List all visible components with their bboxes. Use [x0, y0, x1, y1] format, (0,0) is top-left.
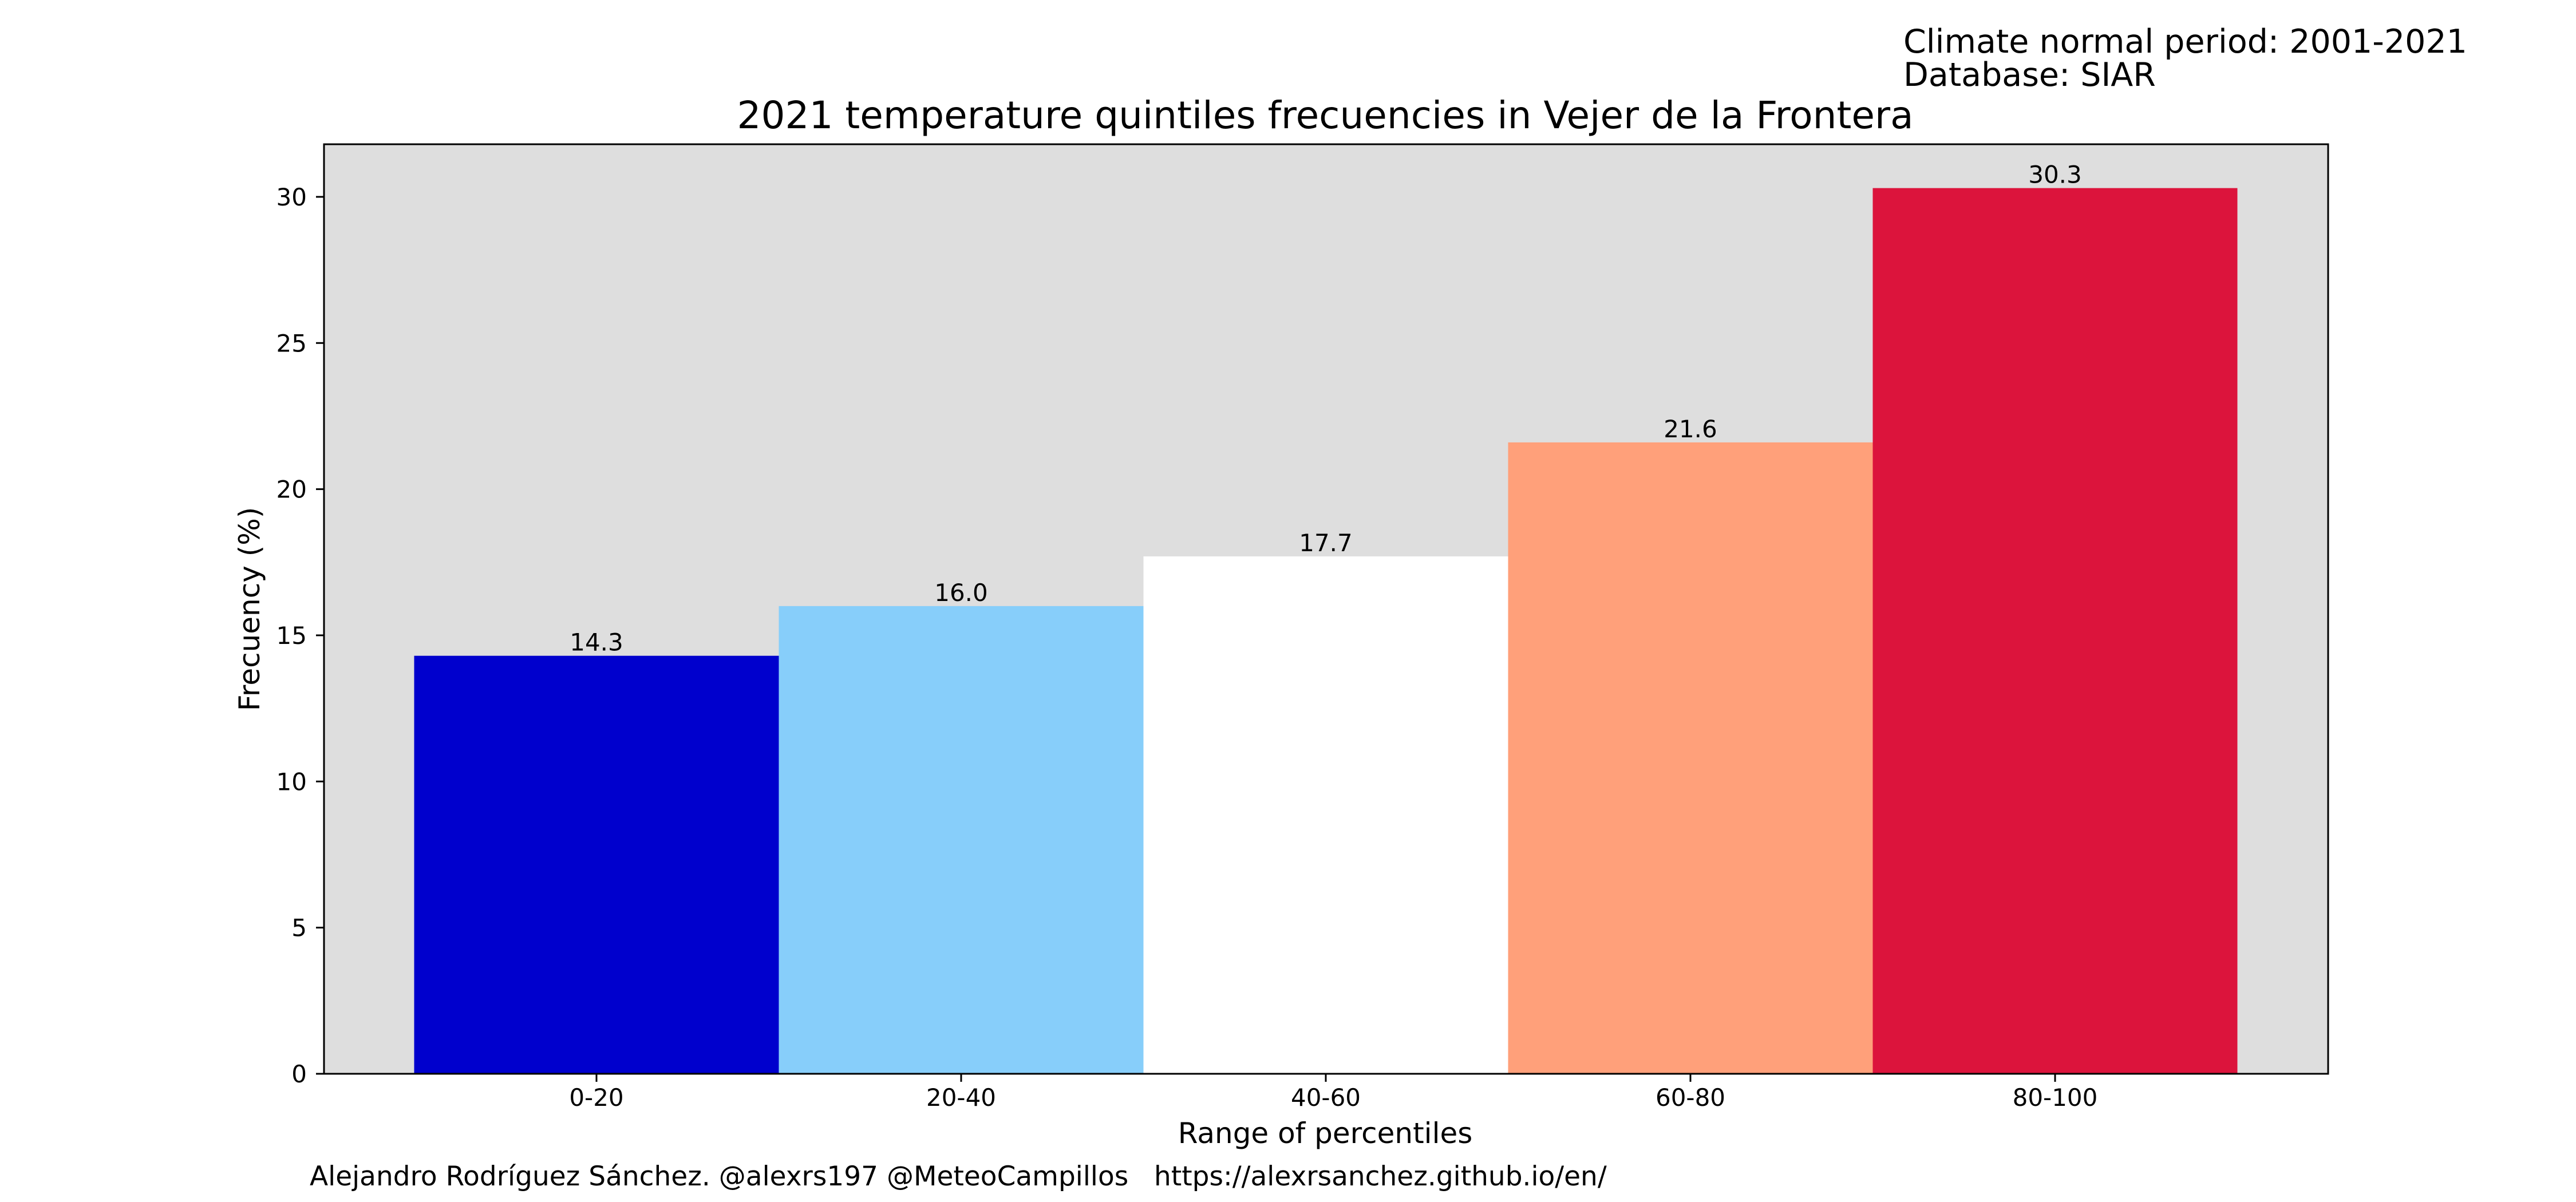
bar-value-label: 21.6	[1664, 415, 1717, 443]
x-axis: 0-20 20-40 40-60 60-80 80-100	[569, 1074, 2097, 1112]
bar-20-40	[779, 606, 1144, 1074]
y-tick-label: 10	[276, 768, 307, 796]
bar-group	[414, 188, 2238, 1074]
x-tick-label: 20-40	[926, 1084, 996, 1112]
y-tick-label: 20	[276, 476, 307, 504]
bar-60-80	[1508, 442, 1873, 1074]
bar-value-label: 16.0	[934, 579, 988, 607]
bar-value-label: 17.7	[1299, 529, 1353, 557]
y-axis: 0 5 10 15 20 25 30	[276, 183, 324, 1088]
climate-period-note: Climate normal period: 2001-2021	[1903, 23, 2467, 61]
x-tick-label: 40-60	[1291, 1084, 1361, 1112]
bar-value-label: 30.3	[2028, 161, 2082, 189]
chart-title: 2021 temperature quintiles frecuencies i…	[737, 93, 1913, 137]
x-axis-label: Range of percentiles	[1178, 1117, 1473, 1150]
y-axis-label: Frecuency (%)	[233, 507, 266, 711]
bar-value-label: 14.3	[570, 628, 623, 657]
x-tick-label: 60-80	[1656, 1084, 1725, 1112]
y-tick-label: 5	[291, 914, 307, 942]
y-tick-label: 15	[276, 622, 307, 650]
bar-80-100	[1872, 188, 2238, 1074]
bar-0-20	[414, 655, 779, 1074]
x-tick-label: 0-20	[569, 1084, 623, 1112]
y-tick-label: 0	[291, 1060, 307, 1088]
y-tick-label: 30	[276, 183, 307, 211]
bar-40-60	[1143, 556, 1508, 1074]
database-note: Database: SIAR	[1903, 56, 2156, 94]
y-tick-label: 25	[276, 329, 307, 357]
x-tick-label: 80-100	[2013, 1084, 2098, 1112]
bar-value-labels: 14.3 16.0 17.7 21.6 30.3	[570, 161, 2082, 657]
credits-text: Alejandro Rodríguez Sánchez. @alexrs197 …	[310, 1161, 1607, 1192]
